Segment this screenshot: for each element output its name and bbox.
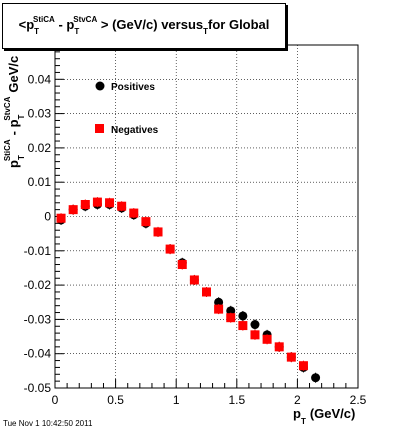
y-tick-label: -0.01 [24,244,52,258]
chart-title-box: <pTStiCA - pTStvCA > (GeV/c) versusTfor … [2,3,286,49]
y-tick-label: -0.04 [24,347,52,361]
legend-label-negatives: Negatives [111,125,159,136]
point-negatives [274,342,284,352]
legend-marker-negatives [95,124,104,133]
point-positives [226,306,236,316]
point-negatives [286,352,296,362]
y-tick-label: 0.04 [28,72,52,86]
y-tick-label: 0 [44,210,51,224]
point-negatives [80,199,90,209]
title-tail: for Global [208,17,270,32]
title-open: < [18,17,27,32]
timestamp: Tue Nov 1 10:42:50 2011 [3,419,93,428]
point-negatives [165,244,175,254]
point-negatives [298,361,308,371]
title-sub-t1: T [34,27,40,36]
legend-marker-positives [95,81,105,91]
title-sup-stica: StiCA [33,15,55,24]
y-label-stvca: StvCA [3,96,12,120]
title-rest: > (GeV/c) versus [100,17,204,32]
axis-ticks [54,51,359,389]
point-negatives [141,217,151,227]
title-sub-t2: T [74,27,80,36]
point-negatives [129,208,139,218]
y-label-p: p [6,160,21,168]
x-tick-label: 2.5 [350,393,367,407]
point-positives [311,373,321,383]
point-negatives [226,313,236,323]
x-tick-label: 0.5 [107,393,124,407]
y-label-minus: - p [6,119,21,135]
y-tick-label: 0.01 [28,175,52,189]
x-label-p: p [293,406,301,421]
y-label-t: T [17,155,26,160]
point-negatives [250,330,260,340]
x-label-unit: (GeV/c) [310,406,356,421]
x-tick-label: 0 [52,393,59,407]
point-negatives [117,201,127,211]
point-negatives [177,260,187,270]
y-tick-label: 0.03 [28,107,52,121]
y-axis-label: pTStiCA- pTStvCAGeV/c [3,56,26,168]
point-positives [214,297,224,307]
grid-lines [55,45,358,388]
point-negatives [92,197,102,207]
point-negatives [214,304,224,314]
x-tick-label: 2 [294,393,301,407]
title-sub-t3: T [203,27,209,36]
point-negatives [238,321,248,331]
legend-label-positives: Positives [111,82,155,93]
x-label-t: T [301,417,306,426]
point-negatives [68,205,78,215]
point-positives [238,311,248,321]
x-tick-label: 1 [173,393,180,407]
y-tick-label: -0.05 [24,381,52,395]
chart-title: <pTStiCA - pTStvCA > (GeV/c) versusTfor … [3,15,285,36]
data-points [56,197,321,383]
x-axis-label: pT (GeV/c) [293,406,355,426]
point-negatives [56,213,66,223]
y-tick-label: -0.03 [24,312,52,326]
point-negatives [105,198,115,208]
tick-labels: 0 0.5 1 1.5 2 2.5 -0.05 -0.04 -0.03 -0.02 -0.01 0 0.… [24,72,367,407]
point-negatives [153,227,163,237]
y-tick-label: -0.02 [24,278,52,292]
title-minus: - [58,17,67,32]
title-sup-stvca: StvCA [73,15,98,24]
title-p2: p [66,17,75,32]
y-label-t2: T [17,114,26,119]
point-negatives [189,275,199,285]
point-negatives [262,334,272,344]
legend: Positives Negatives [95,81,159,136]
point-positives [250,320,260,330]
y-label-unit: GeV/c [6,56,21,93]
x-tick-label: 1.5 [228,393,245,407]
y-tick-label: 0.02 [28,141,52,155]
point-negatives [202,287,211,297]
title-p1: p [26,17,35,32]
y-label-stica: StiCA [3,139,12,161]
